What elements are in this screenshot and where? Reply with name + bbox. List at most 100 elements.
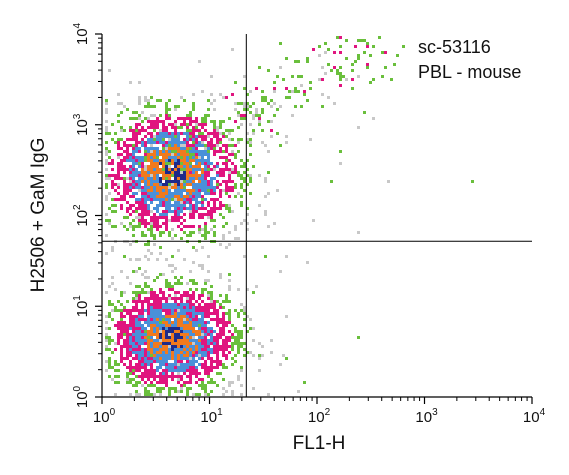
event-dot (204, 360, 207, 363)
event-dot (225, 186, 228, 189)
event-dot (135, 210, 138, 213)
event-dot (153, 321, 156, 324)
event-dot (189, 360, 192, 363)
event-dot (207, 186, 210, 189)
event-dot (228, 288, 231, 291)
event-dot (138, 312, 141, 315)
event-dot (180, 318, 183, 321)
event-dot (183, 123, 186, 126)
event-dot (279, 66, 282, 69)
event-dot (210, 138, 213, 141)
event-dot (144, 336, 147, 339)
event-dot (204, 312, 207, 315)
event-dot (135, 366, 138, 369)
event-dot (231, 168, 234, 171)
event-dot (120, 195, 123, 198)
event-dot (267, 69, 270, 72)
event-dot (219, 207, 222, 210)
event-dot (201, 195, 204, 198)
event-dot (120, 111, 123, 114)
event-dot (321, 105, 324, 108)
event-dot (129, 312, 132, 315)
event-dot (216, 363, 219, 366)
event-dot (141, 156, 144, 159)
event-dot (198, 342, 201, 345)
event-dot (210, 351, 213, 354)
event-dot (300, 84, 303, 87)
event-dot (240, 342, 243, 345)
event-dot (159, 324, 162, 327)
event-dot (195, 183, 198, 186)
event-dot (213, 153, 216, 156)
event-dot (150, 234, 153, 237)
event-dot (198, 297, 201, 300)
event-dot (180, 321, 183, 324)
event-dot (246, 174, 249, 177)
event-dot (147, 342, 150, 345)
event-dot (228, 321, 231, 324)
event-dot (150, 174, 153, 177)
event-dot (189, 159, 192, 162)
event-dot (171, 186, 174, 189)
event-dot (168, 309, 171, 312)
event-dot (147, 222, 150, 225)
event-dot (201, 294, 204, 297)
event-dot (258, 174, 261, 177)
event-dot (147, 312, 150, 315)
event-dot (201, 354, 204, 357)
event-dot (240, 303, 243, 306)
event-dot (231, 357, 234, 360)
event-dot (243, 114, 246, 117)
event-dot (153, 324, 156, 327)
event-dot (174, 207, 177, 210)
event-dot (243, 255, 246, 258)
event-dot (339, 162, 342, 165)
event-dot (120, 354, 123, 357)
event-dot (117, 375, 120, 378)
event-dot (249, 138, 252, 141)
event-dot (186, 132, 189, 135)
event-dot (234, 165, 237, 168)
event-dot (150, 225, 153, 228)
event-dot (204, 345, 207, 348)
event-dot (186, 303, 189, 306)
event-dot (237, 345, 240, 348)
event-dot (168, 183, 171, 186)
event-dot (150, 333, 153, 336)
event-dot (201, 330, 204, 333)
event-dot (207, 372, 210, 375)
event-dot (162, 183, 165, 186)
event-dot (159, 273, 162, 276)
event-dot (144, 276, 147, 279)
event-dot (138, 330, 141, 333)
event-dot (162, 339, 165, 342)
event-dot (177, 312, 180, 315)
event-dot (168, 168, 171, 171)
event-dot (135, 129, 138, 132)
event-dot (141, 363, 144, 366)
event-dot (159, 132, 162, 135)
event-dot (234, 81, 237, 84)
event-dot (321, 93, 324, 96)
event-dot (243, 318, 246, 321)
event-dot (135, 327, 138, 330)
event-dot (213, 303, 216, 306)
event-dot (219, 93, 222, 96)
event-dot (180, 390, 183, 393)
event-dot (141, 348, 144, 351)
event-dot (207, 297, 210, 300)
event-dot (243, 171, 246, 174)
event-dot (177, 291, 180, 294)
event-dot (123, 186, 126, 189)
event-dot (123, 309, 126, 312)
event-dot (207, 192, 210, 195)
event-dot (180, 210, 183, 213)
event-dot (138, 315, 141, 318)
event-dot (138, 351, 141, 354)
event-dot (168, 186, 171, 189)
event-dot (189, 201, 192, 204)
event-dot (138, 204, 141, 207)
event-dot (207, 213, 210, 216)
event-dot (159, 342, 162, 345)
